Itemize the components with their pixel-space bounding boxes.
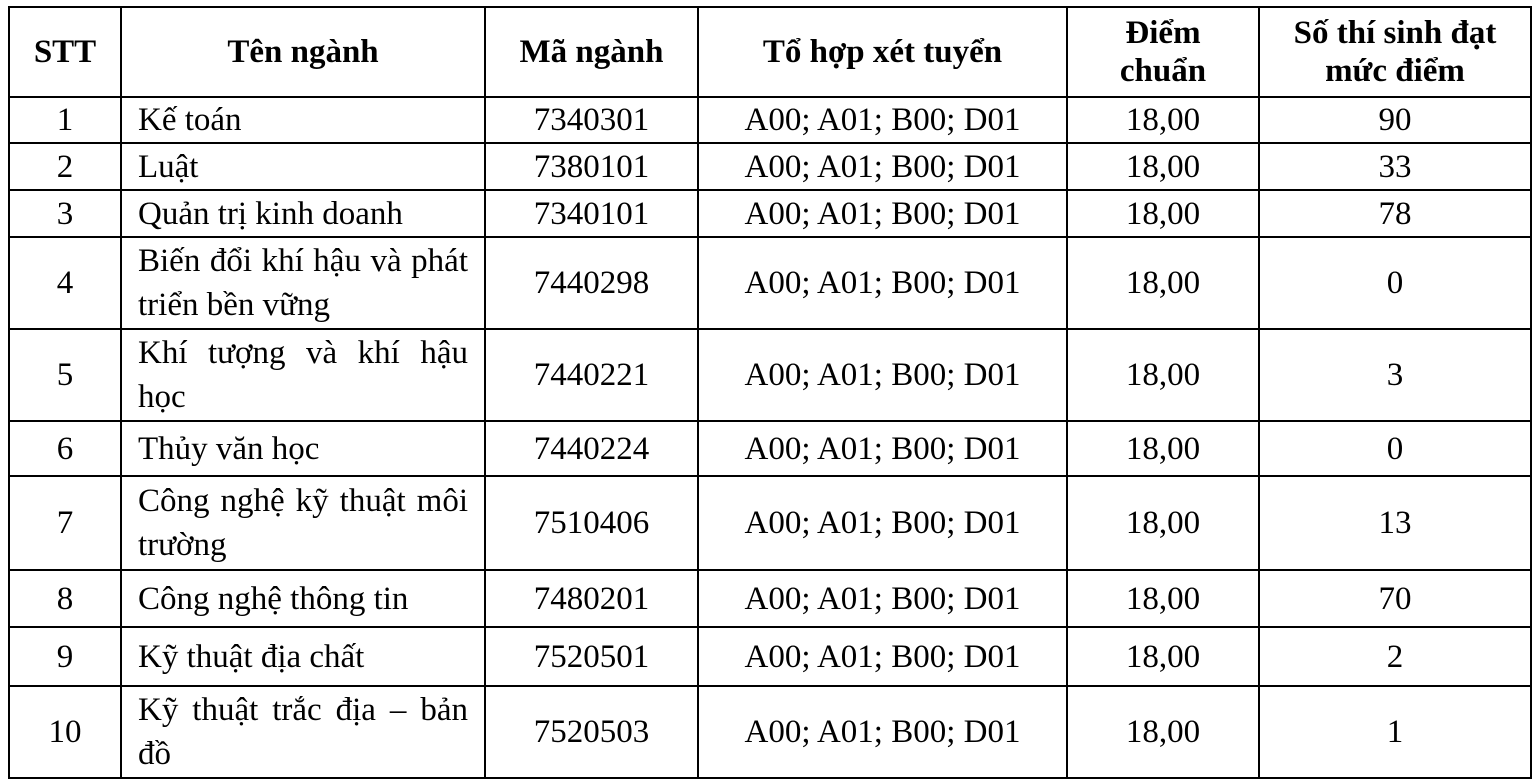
- table-cell: 6: [8, 420, 122, 477]
- table-cell: A00; A01; B00; D01: [697, 142, 1068, 191]
- table-cell: 7: [8, 475, 122, 571]
- major-name-cell: Quản trị kinh doanh: [120, 189, 486, 238]
- table-cell: A00; A01; B00; D01: [697, 420, 1068, 477]
- header-cell: Tổ hợp xét tuyển: [697, 6, 1068, 98]
- table-cell: 70: [1258, 569, 1532, 628]
- table-cell: 7480201: [484, 569, 699, 628]
- table-cell: 8: [8, 569, 122, 628]
- table-cell: 0: [1258, 420, 1532, 477]
- table-row: 6 Thủy văn học 7440224 A00; A01; B00; D01 18…: [8, 420, 1532, 477]
- table-row: 10 Kỹ thuật trắc địa – bản đồ 7520503 A00; …: [8, 685, 1532, 779]
- table-cell: 3: [1258, 328, 1532, 422]
- table-row: 4 Biến đổi khí hậu và phát triển bền vững…: [8, 236, 1532, 330]
- header-cell: Mã ngành: [484, 6, 699, 98]
- table-cell: 7440224: [484, 420, 699, 477]
- table-cell: 2: [1258, 626, 1532, 687]
- table-cell: 7380101: [484, 142, 699, 191]
- table-row: 7 Công nghệ kỹ thuật môi trường 7510406 A00…: [8, 475, 1532, 571]
- major-name-cell: Thủy văn học: [120, 420, 486, 477]
- table-row: 9 Kỹ thuật địa chất 7520501 A00; A01; B00; …: [8, 626, 1532, 687]
- table-cell: A00; A01; B00; D01: [697, 96, 1068, 144]
- table-cell: 78: [1258, 189, 1532, 238]
- table-cell: A00; A01; B00; D01: [697, 189, 1068, 238]
- header-cell: Số thí sinh đạt mức điểm: [1258, 6, 1532, 98]
- table-cell: 7340301: [484, 96, 699, 144]
- table-cell: 18,00: [1066, 142, 1260, 191]
- table-cell: 18,00: [1066, 189, 1260, 238]
- major-name-cell: Khí tượng và khí hậu học: [120, 328, 486, 422]
- major-name-cell: Kỹ thuật trắc địa – bản đồ: [120, 685, 486, 779]
- table-cell: 7440298: [484, 236, 699, 330]
- header-cell: Điểm chuẩn: [1066, 6, 1260, 98]
- table-cell: 18,00: [1066, 96, 1260, 144]
- table-cell: 7520503: [484, 685, 699, 779]
- table-cell: A00; A01; B00; D01: [697, 685, 1068, 779]
- table-cell: 9: [8, 626, 122, 687]
- header-row: STT Tên ngành Mã ngành Tổ hợp xét tuyển Điểm…: [8, 6, 1532, 98]
- table-cell: 18,00: [1066, 420, 1260, 477]
- major-name-cell: Công nghệ kỹ thuật môi trường: [120, 475, 486, 571]
- table-cell: A00; A01; B00; D01: [697, 475, 1068, 571]
- table-cell: 0: [1258, 236, 1532, 330]
- table-cell: 1: [8, 96, 122, 144]
- header-cell: STT: [8, 6, 122, 98]
- table-cell: 5: [8, 328, 122, 422]
- major-name-cell: Kỹ thuật địa chất: [120, 626, 486, 687]
- table-cell: 7340101: [484, 189, 699, 238]
- table-cell: 18,00: [1066, 626, 1260, 687]
- major-name-cell: Biến đổi khí hậu và phát triển bền vững: [120, 236, 486, 330]
- table-cell: 7520501: [484, 626, 699, 687]
- table-cell: 18,00: [1066, 328, 1260, 422]
- table-cell: 18,00: [1066, 475, 1260, 571]
- table-cell: 7510406: [484, 475, 699, 571]
- table-cell: 2: [8, 142, 122, 191]
- table-row: 3 Quản trị kinh doanh 7340101 A00; A01; B00…: [8, 189, 1532, 238]
- table-cell: 18,00: [1066, 685, 1260, 779]
- table-cell: 18,00: [1066, 569, 1260, 628]
- table-row: 5 Khí tượng và khí hậu học 7440221 A00; A01…: [8, 328, 1532, 422]
- table-cell: 1: [1258, 685, 1532, 779]
- table-cell: 10: [8, 685, 122, 779]
- table-cell: A00; A01; B00; D01: [697, 626, 1068, 687]
- table-cell: 13: [1258, 475, 1532, 571]
- table-cell: 90: [1258, 96, 1532, 144]
- table-row: 2 Luật 7380101 A00; A01; B00; D01 18,00 33: [8, 142, 1532, 191]
- header-cell: Tên ngành: [120, 6, 486, 98]
- table-cell: A00; A01; B00; D01: [697, 328, 1068, 422]
- table-cell: 7440221: [484, 328, 699, 422]
- admission-table: STT Tên ngành Mã ngành Tổ hợp xét tuyển Điểm…: [8, 6, 1532, 779]
- table-cell: A00; A01; B00; D01: [697, 569, 1068, 628]
- table-cell: A00; A01; B00; D01: [697, 236, 1068, 330]
- table-cell: 3: [8, 189, 122, 238]
- table-row: 1 Kế toán 7340301 A00; A01; B00; D01 18,00 90: [8, 96, 1532, 144]
- major-name-cell: Kế toán: [120, 96, 486, 144]
- major-name-cell: Công nghệ thông tin: [120, 569, 486, 628]
- major-name-cell: Luật: [120, 142, 486, 191]
- table-cell: 4: [8, 236, 122, 330]
- table-body: 1 Kế toán 7340301 A00; A01; B00; D01 18,00 90…: [8, 96, 1532, 779]
- table-cell: 33: [1258, 142, 1532, 191]
- table-cell: 18,00: [1066, 236, 1260, 330]
- table-row: 8 Công nghệ thông tin 7480201 A00; A01; B00…: [8, 569, 1532, 628]
